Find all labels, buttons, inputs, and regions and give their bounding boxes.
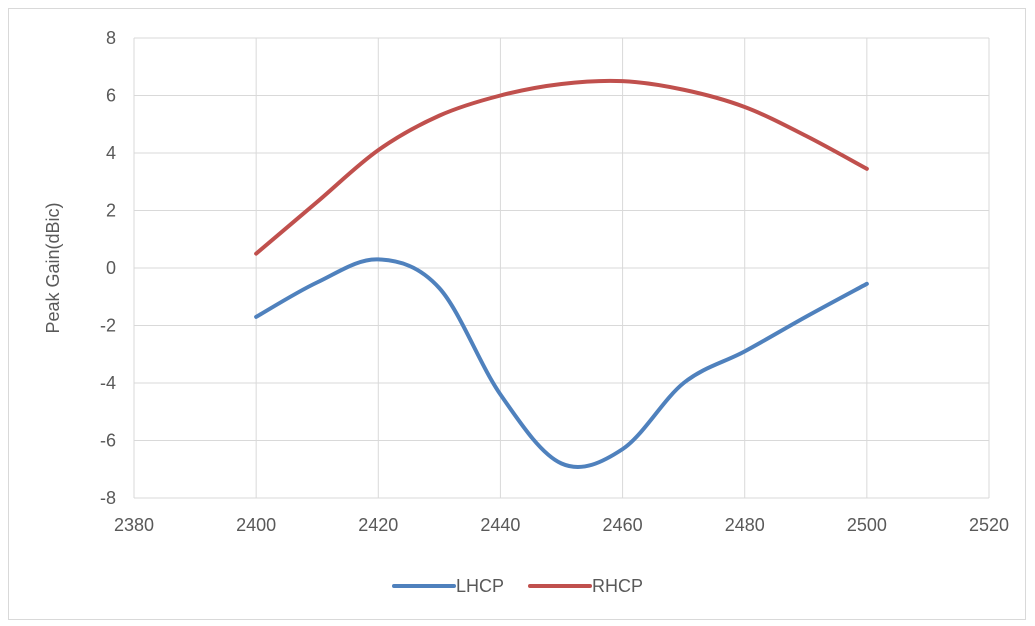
line-chart: 2380 2400 2420 2440 2460 2480 2500 2520 -8-6-4-… xyxy=(43,28,1009,596)
chart-frame: 2380 2400 2420 2440 2460 2480 2500 2520 -8 -6 -4-… xyxy=(8,8,1026,620)
legend: LHCP RHCP xyxy=(392,576,643,596)
x-tick-label: 2380 xyxy=(114,515,154,535)
x-tick-label: 2500 xyxy=(847,515,887,535)
y-axis-title: Peak Gain(dBic) xyxy=(43,202,63,333)
x-tick-label: 2480 xyxy=(725,515,765,535)
y-tick-label: 4 xyxy=(106,143,116,163)
x-tick-labels: 2380 2400 2420 2440 2460 2480 2500 2520 xyxy=(114,515,1009,535)
y-tick-label: -4 xyxy=(100,373,116,393)
series-lines xyxy=(254,78,869,469)
y-tick-label: -6 xyxy=(100,431,116,451)
x-tick-label: 2440 xyxy=(480,515,520,535)
grid-lines xyxy=(133,37,990,499)
legend-label: LHCP xyxy=(456,576,504,596)
y-tick-labels: -8 -6 -4 -2 0 2 4 6 8 xyxy=(100,28,116,508)
legend-item-lhcp: LHCP xyxy=(392,576,504,596)
y-tick-label: 2 xyxy=(106,201,116,221)
y-tick-label: 6 xyxy=(106,86,116,106)
x-tick-label: 2520 xyxy=(969,515,1009,535)
x-tick-label: 2460 xyxy=(603,515,643,535)
series-line-rhcp xyxy=(254,78,869,256)
y-tick-label: -2 xyxy=(100,316,116,336)
y-tick-label: 0 xyxy=(106,258,116,278)
legend-item-rhcp: RHCP xyxy=(528,576,643,596)
x-tick-label: 2420 xyxy=(358,515,398,535)
y-tick-label: -8 xyxy=(100,488,116,508)
y-tick-label: 8 xyxy=(106,28,116,48)
legend-label: RHCP xyxy=(592,576,643,596)
x-tick-label: 2400 xyxy=(236,515,276,535)
series-line-lhcp xyxy=(254,257,869,469)
